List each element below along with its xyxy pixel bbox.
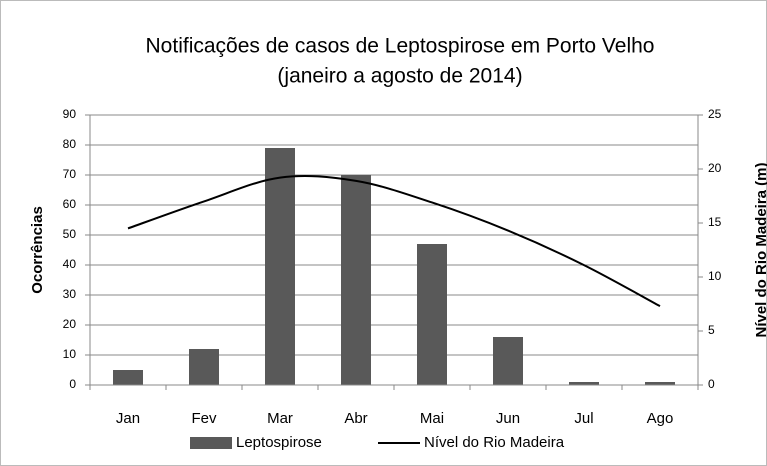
x-tick-label: Fev <box>191 410 217 427</box>
chart-title: Notificações de casos de Leptospirose em… <box>146 35 655 58</box>
x-tick-label: Ago <box>647 410 674 427</box>
bar <box>265 148 295 385</box>
y-tick-label: 60 <box>63 197 77 211</box>
legend-label: Nível do Rio Madeira <box>424 434 565 451</box>
x-tick-label: Jan <box>116 410 140 427</box>
y2-axis-title: Nível do Rio Madeira (m) <box>753 162 767 337</box>
y-tick-label: 80 <box>63 137 77 151</box>
bar <box>493 337 523 385</box>
y-tick-label: 70 <box>63 167 77 181</box>
y2-tick-label: 5 <box>708 323 715 337</box>
y2-tick-label: 0 <box>708 377 715 391</box>
bar <box>645 382 675 385</box>
bar <box>569 382 599 385</box>
line <box>127 175 661 308</box>
y2-tick-label: 20 <box>708 161 722 175</box>
x-tick-label: Mai <box>420 410 444 427</box>
bar <box>341 175 371 385</box>
y-tick-label: 50 <box>63 227 77 241</box>
x-tick-label: Abr <box>344 410 367 427</box>
y-tick-label: 40 <box>63 257 77 271</box>
y2-tick-label: 10 <box>708 269 722 283</box>
x-tick-label: Mar <box>267 410 293 427</box>
y-tick-label: 10 <box>63 347 77 361</box>
x-tick-label: Jun <box>496 410 520 427</box>
legend-label: Leptospirose <box>236 434 322 451</box>
legend-swatch <box>190 437 232 449</box>
y-tick-label: 20 <box>63 317 77 331</box>
y-tick-label: 30 <box>63 287 77 301</box>
y2-tick-label: 15 <box>708 215 722 229</box>
y-axis-title: Ocorrências <box>29 206 46 294</box>
bar <box>417 244 447 385</box>
y-tick-label: 90 <box>63 107 77 121</box>
y-tick-label: 0 <box>69 377 76 391</box>
bar <box>189 349 219 385</box>
x-tick-label: Jul <box>574 410 593 427</box>
bar <box>113 370 143 385</box>
y2-tick-label: 25 <box>708 107 722 121</box>
chart-subtitle: (janeiro a agosto de 2014) <box>277 65 522 88</box>
